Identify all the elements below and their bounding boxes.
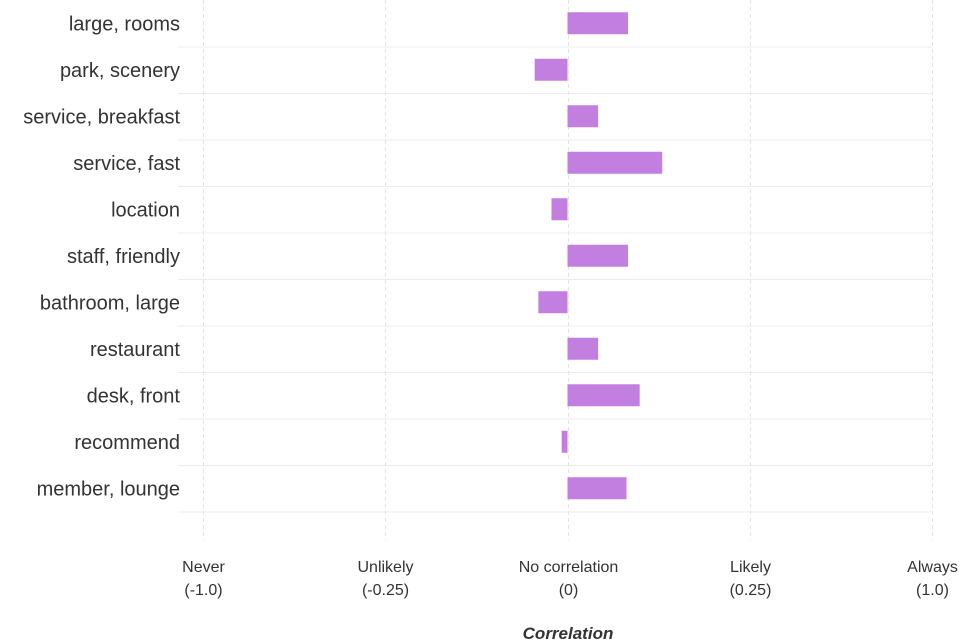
bar [551,198,568,221]
x-tick-labels: Never (-1.0) Unlikely (-0.25) No correlation… [182,559,958,599]
x-tick-sublabel: (1.0) [916,582,949,599]
x-tick-label: Likely [730,559,771,576]
bar [567,151,663,174]
category-label: bathroom, large [40,292,180,314]
x-tick-sublabel: (0) [559,582,579,599]
bar [534,58,568,81]
category-label: member, lounge [37,478,180,500]
category-label: recommend [74,432,180,454]
x-tick-label: Always [907,559,958,576]
bars [534,12,663,500]
category-label: restaurant [90,339,180,361]
category-label: desk, front [87,385,181,407]
category-label: location [111,199,180,221]
bar [567,244,629,267]
x-axis-title: Correlation [523,624,614,642]
x-tick-label: Unlikely [357,559,413,576]
grid [178,0,933,540]
x-tick-sublabel: (-1.0) [184,582,222,599]
x-tick-sublabel: (-0.25) [362,582,409,599]
category-label: large, rooms [69,13,180,35]
bar [567,337,599,360]
x-tick-label: Never [182,559,225,576]
category-label: service, breakfast [23,106,180,128]
category-label: staff, friendly [67,246,180,268]
bar [538,291,568,314]
bar [567,384,640,407]
bar [561,430,568,453]
category-labels: large, rooms park, scenery service, breakf… [23,13,180,500]
bar [567,105,599,128]
bar [567,12,629,35]
bar [567,477,627,500]
category-label: service, fast [73,153,180,175]
x-tick-label: No correlation [519,559,619,576]
category-label: park, scenery [60,60,180,82]
x-tick-sublabel: (0.25) [730,582,772,599]
